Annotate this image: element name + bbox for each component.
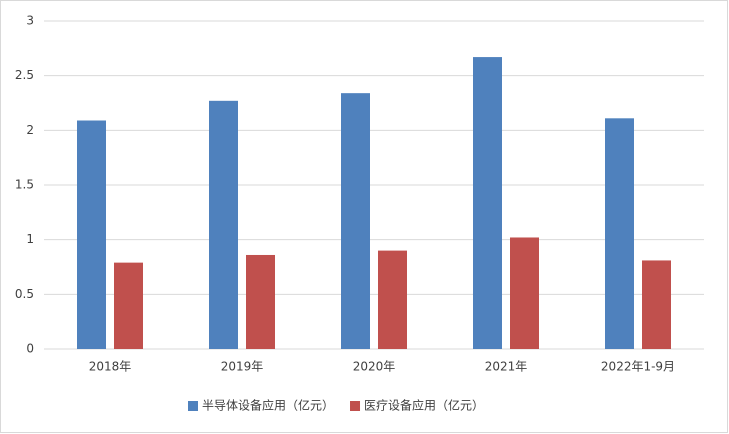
bar <box>473 57 502 350</box>
y-tick-label: 1.5 <box>15 178 34 192</box>
y-tick-label: 2.5 <box>15 68 34 82</box>
bar <box>378 250 407 349</box>
legend-swatch <box>350 401 361 411</box>
y-tick-label: 0 <box>26 342 34 356</box>
legend-swatch <box>188 401 198 411</box>
bar <box>642 260 671 349</box>
x-tick-label: 2022年1-9月 <box>601 360 675 374</box>
bar <box>605 118 634 349</box>
bar <box>246 254 275 349</box>
y-tick-label: 3 <box>26 14 34 28</box>
y-tick-label: 1 <box>26 232 34 246</box>
legend-label: 医疗设备应用（亿元） <box>364 398 484 413</box>
y-tick-label: 2 <box>26 123 34 137</box>
bar <box>114 262 143 349</box>
x-tick-label: 2018年 <box>89 360 132 374</box>
legend-label: 半导体设备应用（亿元） <box>202 398 334 413</box>
x-tick-label: 2020年 <box>353 360 396 374</box>
y-tick-label: 0.5 <box>15 287 34 301</box>
x-tick-label: 2019年 <box>221 360 264 374</box>
bar <box>341 93 370 349</box>
x-tick-label: 2021年 <box>485 360 528 374</box>
bar <box>77 120 106 349</box>
bar <box>209 100 238 350</box>
bar <box>510 237 539 349</box>
